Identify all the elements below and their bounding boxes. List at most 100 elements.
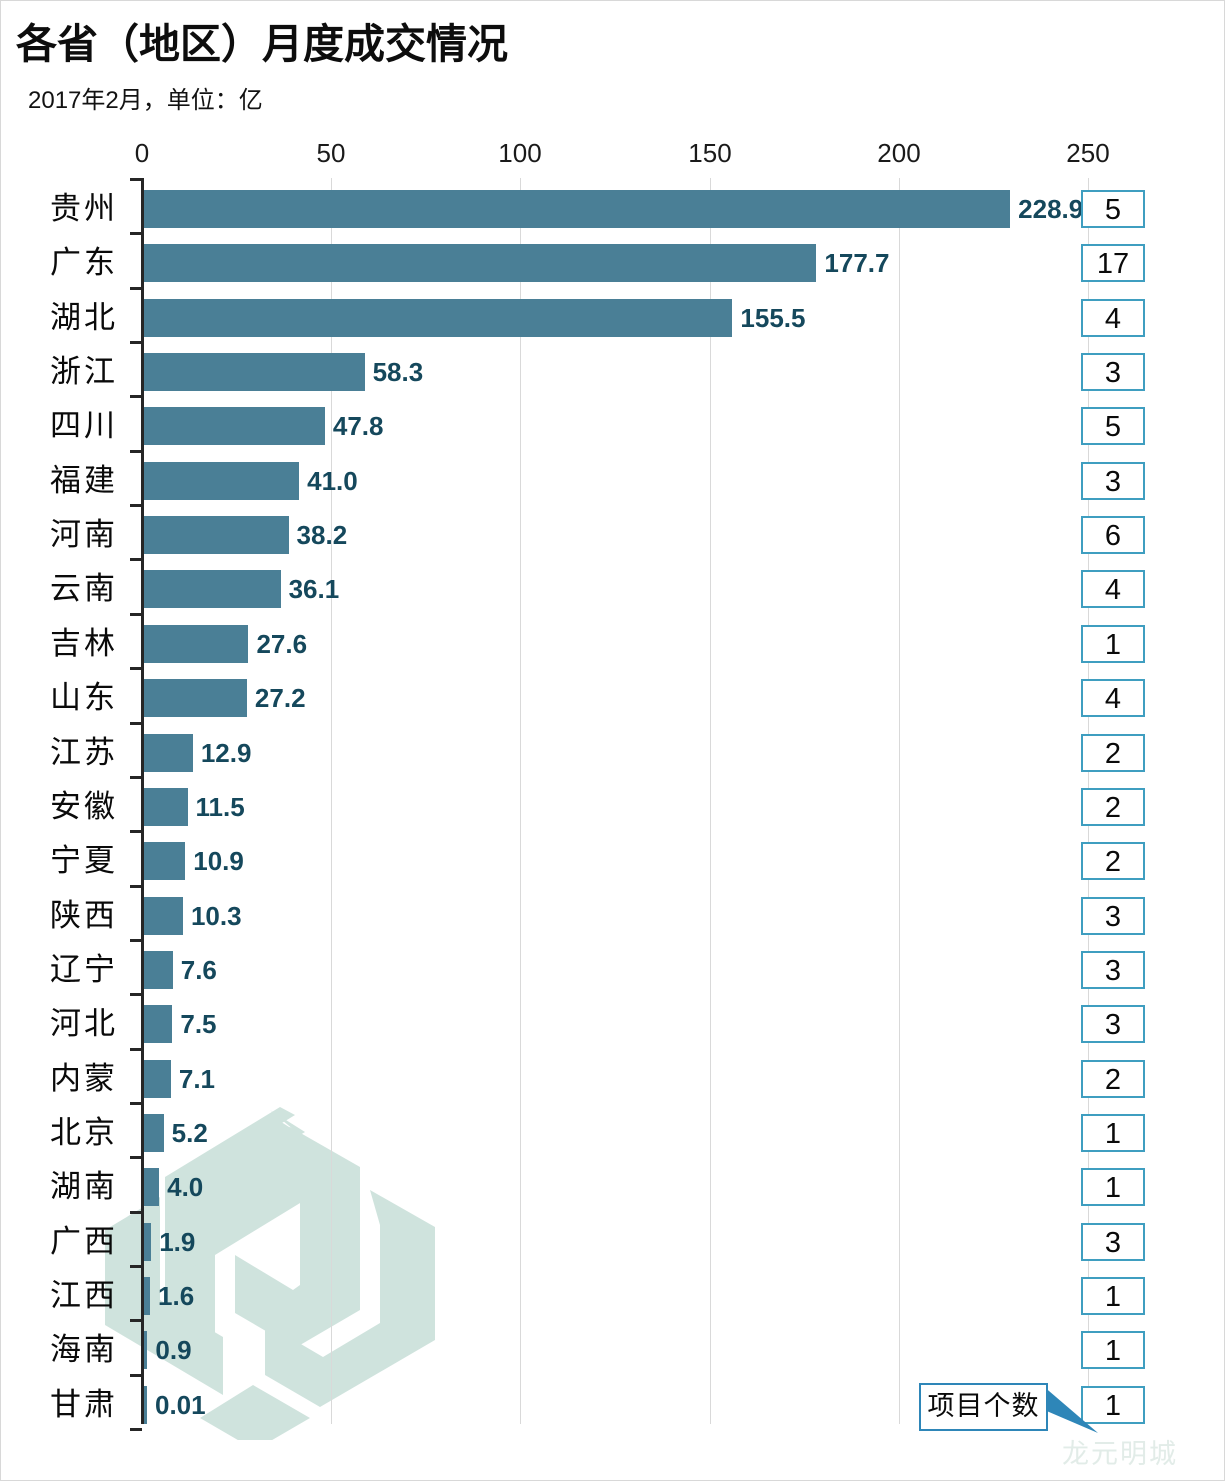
bar	[144, 896, 183, 935]
bar-value-label: 228.9	[1018, 194, 1084, 224]
table-row: 贵州 228.9 5	[0, 190, 1225, 244]
bar	[144, 733, 193, 772]
bar	[144, 244, 817, 283]
bar-value-label: 27.6	[256, 628, 308, 659]
category-label: 陕西	[50, 897, 118, 934]
category-label: 四川	[50, 408, 118, 445]
table-row: 吉林 27.6 1	[0, 624, 1225, 679]
y-axis-tick	[130, 667, 142, 671]
y-axis-tick	[130, 1101, 142, 1105]
y-axis-tick	[130, 449, 142, 453]
bar	[144, 1168, 160, 1207]
bar	[144, 950, 173, 989]
y-axis-tick	[130, 993, 142, 997]
project-count-box: 1	[1081, 624, 1145, 663]
chart-subtitle: 2017年2月，单位：亿	[28, 87, 263, 114]
category-label: 广西	[50, 1223, 118, 1260]
table-row: 湖南 4.0 1	[0, 1168, 1225, 1222]
y-axis-tick	[130, 775, 142, 779]
gridline-200	[899, 178, 900, 1424]
y-axis-tick	[130, 884, 142, 888]
y-axis-tick	[130, 286, 142, 290]
project-count-callout: 项目个数	[919, 1383, 1048, 1431]
y-axis-tick	[130, 1047, 142, 1051]
table-row: 内蒙 7.1 2	[0, 1059, 1225, 1114]
bar	[144, 787, 188, 826]
y-axis-tick	[130, 830, 142, 834]
bar	[144, 407, 325, 446]
category-label: 福建	[50, 462, 118, 499]
y-axis-tick	[130, 1156, 142, 1160]
project-count-box: 1	[1081, 1385, 1145, 1424]
project-count-box: 2	[1081, 1059, 1145, 1098]
bar-value-label: 11.5	[195, 791, 245, 822]
watermark-text: 龙元明城	[1062, 1439, 1178, 1470]
bar-value-label: 27.2	[254, 683, 306, 714]
bar	[144, 624, 249, 663]
bar-value-label: 1.6	[158, 1281, 195, 1311]
bar-value-label: 1.9	[159, 1226, 196, 1257]
bar	[144, 1331, 148, 1370]
project-count-box: 3	[1081, 1222, 1145, 1261]
category-label: 内蒙	[50, 1060, 118, 1097]
category-label: 辽宁	[50, 951, 118, 988]
bar-value-label: 7.5	[180, 1009, 217, 1040]
table-row: 河北 7.5 3	[0, 1005, 1225, 1059]
project-count-box: 1	[1081, 1277, 1145, 1315]
project-count-box: 1	[1081, 1113, 1145, 1152]
y-axis-line	[141, 178, 144, 1424]
category-label: 安徽	[50, 788, 118, 825]
project-count-box: 4	[1081, 298, 1145, 337]
xtick-label-50: 50	[316, 138, 346, 168]
project-count-box: 17	[1081, 244, 1145, 283]
bar-value-label: 36.1	[288, 574, 340, 605]
bar	[144, 1005, 173, 1044]
table-row: 安徽 11.5 2	[0, 787, 1225, 842]
bar	[144, 570, 281, 609]
bar-value-label: 0.9	[155, 1335, 192, 1366]
category-label: 广东	[50, 245, 118, 282]
table-row: 江西 1.6 1	[0, 1277, 1225, 1331]
bar-value-label: 38.2	[296, 520, 348, 551]
y-axis-tick	[130, 558, 142, 562]
xtick-label-250: 250	[1066, 138, 1110, 168]
gridline-50	[331, 178, 332, 1424]
y-axis-tick	[130, 612, 142, 616]
chart-title: 各省（地区）月度成交情况	[16, 21, 508, 67]
gridline-150	[710, 178, 711, 1424]
table-row: 福建 41.0 3	[0, 461, 1225, 516]
project-count-box: 5	[1081, 190, 1145, 228]
bar-value-label: 177.7	[824, 248, 890, 279]
y-axis-tick	[130, 232, 142, 236]
y-axis-tick	[130, 178, 142, 181]
table-row: 四川 47.8 5	[0, 407, 1225, 461]
table-row: 海南 0.9 1	[0, 1331, 1225, 1385]
project-count-box: 6	[1081, 516, 1145, 555]
table-row: 宁夏 10.9 2	[0, 842, 1225, 896]
category-label: 甘肃	[50, 1386, 118, 1423]
category-label: 吉林	[50, 625, 118, 662]
callout-arrow-icon	[1042, 1385, 1098, 1433]
bar	[144, 461, 300, 500]
bar-value-label: 4.0	[167, 1172, 204, 1203]
bar	[144, 190, 1011, 228]
table-row: 湖北 155.5 4	[0, 298, 1225, 353]
y-axis-tick	[130, 721, 142, 725]
bar	[144, 1385, 147, 1424]
y-axis-tick	[130, 395, 142, 399]
project-count-box: 5	[1081, 407, 1145, 446]
xtick-label-0: 0	[134, 138, 150, 168]
project-count-box: 3	[1081, 461, 1145, 500]
category-label: 宁夏	[50, 843, 118, 880]
y-axis-tick	[130, 1427, 142, 1431]
project-count-box: 3	[1081, 950, 1145, 989]
category-label: 山东	[50, 680, 118, 717]
project-count-box: 2	[1081, 787, 1145, 826]
project-count-box: 2	[1081, 842, 1145, 881]
y-axis-tick	[130, 504, 142, 508]
xtick-label-150: 150	[688, 138, 732, 168]
y-axis-tick	[130, 1210, 142, 1214]
table-row: 浙江 58.3 3	[0, 353, 1225, 407]
xtick-label-200: 200	[877, 138, 921, 168]
